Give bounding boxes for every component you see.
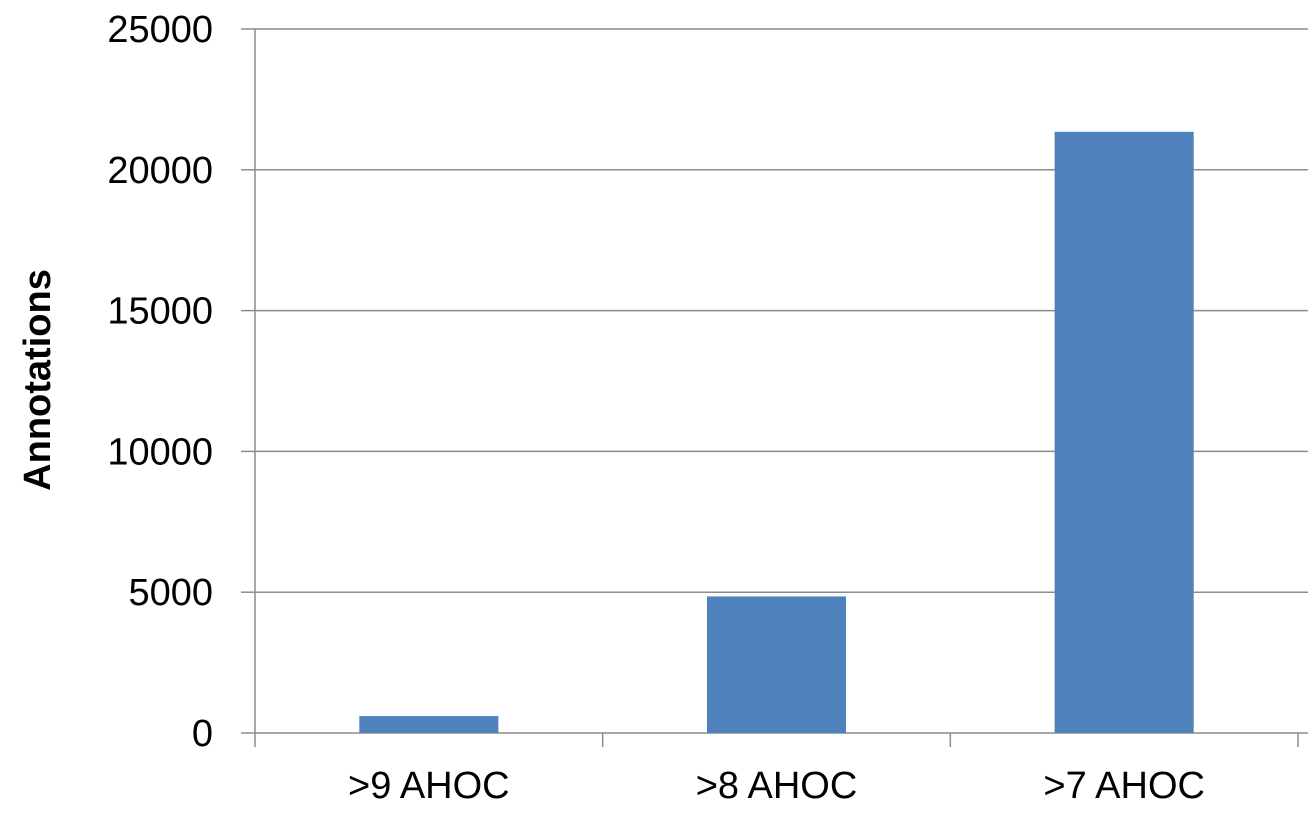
y-axis-title: Annotations	[17, 269, 59, 491]
y-tick-label: 25000	[107, 9, 213, 51]
bar	[1054, 131, 1194, 733]
x-tick-label: >8 AHOC	[696, 765, 858, 807]
bar	[359, 716, 499, 733]
y-tick-label: 20000	[107, 150, 213, 192]
x-tick-label: >7 AHOC	[1043, 765, 1205, 807]
y-tick-labels: 0 5000 10000 15000 20000 25000	[107, 9, 213, 755]
bars	[359, 131, 1194, 733]
y-tick-label: 5000	[128, 572, 213, 614]
y-tick-label: 0	[192, 713, 213, 755]
x-tick-labels: >9 AHOC >8 AHOC >7 AHOC	[348, 765, 1205, 807]
x-tick-label: >9 AHOC	[348, 765, 510, 807]
bar	[706, 596, 847, 733]
y-tick-label: 10000	[107, 431, 213, 473]
y-tick-label: 15000	[107, 291, 213, 333]
